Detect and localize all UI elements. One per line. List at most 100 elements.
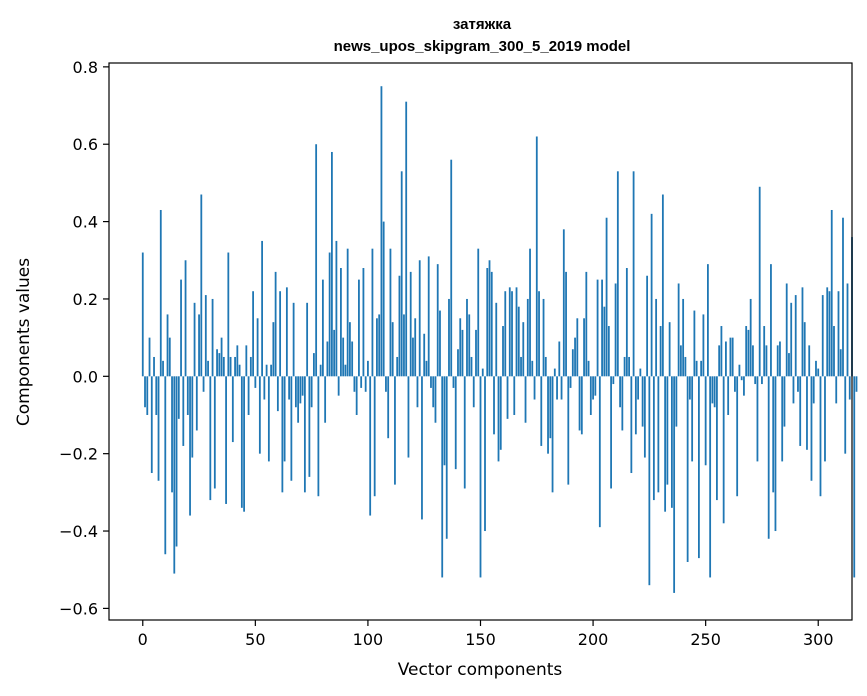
bar [285, 287, 288, 377]
bar [294, 376, 297, 408]
bar [700, 360, 703, 377]
bar [378, 314, 381, 377]
bar [369, 376, 372, 516]
bar [605, 217, 608, 377]
bar [173, 376, 176, 574]
bar [767, 376, 770, 539]
bar [427, 256, 430, 377]
bar [299, 376, 302, 404]
bar [709, 376, 712, 578]
bar [535, 136, 538, 377]
bar [141, 252, 144, 377]
y-axis-label: Components values [14, 258, 34, 426]
bar [846, 283, 849, 377]
bar [281, 376, 284, 493]
bar [301, 376, 304, 396]
bar [452, 376, 455, 388]
x-tick-label: 100 [353, 630, 384, 649]
bar [236, 345, 239, 377]
bar [801, 287, 804, 377]
bar [472, 376, 475, 408]
bar [367, 360, 369, 377]
bar [772, 376, 775, 493]
bar [254, 376, 257, 388]
bar [794, 295, 797, 377]
bar [364, 376, 367, 392]
bar [400, 171, 403, 377]
bar [499, 376, 502, 450]
bar [234, 356, 236, 377]
bar [684, 356, 687, 377]
bar [688, 376, 691, 400]
bar [195, 376, 198, 431]
bar [765, 345, 768, 377]
bar [189, 376, 191, 516]
bar [385, 376, 387, 392]
bar [328, 252, 331, 377]
bar [376, 318, 378, 377]
bar [664, 376, 667, 512]
bar [155, 376, 158, 415]
bar [698, 376, 700, 559]
bar [785, 283, 788, 377]
bar [263, 376, 266, 400]
x-axis: 0 50 100 150 200 250 300 [138, 620, 834, 649]
y-tick-label: 0.8 [73, 58, 98, 77]
bar [670, 376, 673, 508]
bar [290, 376, 293, 481]
bar [630, 376, 633, 474]
bar [207, 360, 209, 377]
bar [855, 376, 858, 392]
bar [488, 260, 491, 377]
bar [146, 376, 149, 415]
bar [549, 376, 552, 439]
bar [551, 376, 554, 493]
bar [380, 86, 383, 377]
bar [337, 376, 340, 396]
bar [445, 376, 448, 539]
bar [596, 279, 599, 377]
bar [342, 337, 345, 377]
bar [677, 283, 680, 377]
bar [412, 337, 414, 377]
bar [702, 314, 705, 377]
bar [349, 322, 351, 377]
bar [533, 376, 536, 400]
bar [830, 209, 833, 377]
bar [729, 337, 732, 377]
bar [743, 376, 745, 396]
bar [580, 376, 583, 435]
bar [547, 376, 549, 454]
bar [243, 376, 245, 512]
bar [612, 376, 615, 385]
bar [747, 329, 750, 377]
y-tick-label: 0.6 [73, 135, 98, 154]
bar [382, 221, 385, 377]
bar [414, 318, 417, 377]
bar [515, 287, 518, 377]
bar [540, 376, 543, 446]
bar [848, 376, 851, 400]
bar [200, 194, 203, 377]
bar [209, 376, 212, 501]
bar [585, 271, 588, 377]
bar [837, 291, 840, 377]
bar [421, 376, 423, 520]
bar [213, 376, 216, 489]
bar [403, 314, 405, 377]
bar [569, 376, 572, 388]
bar [484, 376, 486, 532]
bar [632, 171, 635, 377]
y-tick-label: −0.6 [59, 599, 98, 618]
bar [792, 376, 795, 404]
bar [776, 345, 779, 377]
bar [182, 376, 185, 446]
bar [231, 376, 234, 443]
bar [407, 376, 410, 458]
bar [405, 101, 408, 377]
bar [148, 337, 151, 377]
bar [522, 322, 525, 377]
x-tick-label: 300 [803, 630, 834, 649]
bar [211, 298, 214, 377]
bar [524, 376, 527, 423]
